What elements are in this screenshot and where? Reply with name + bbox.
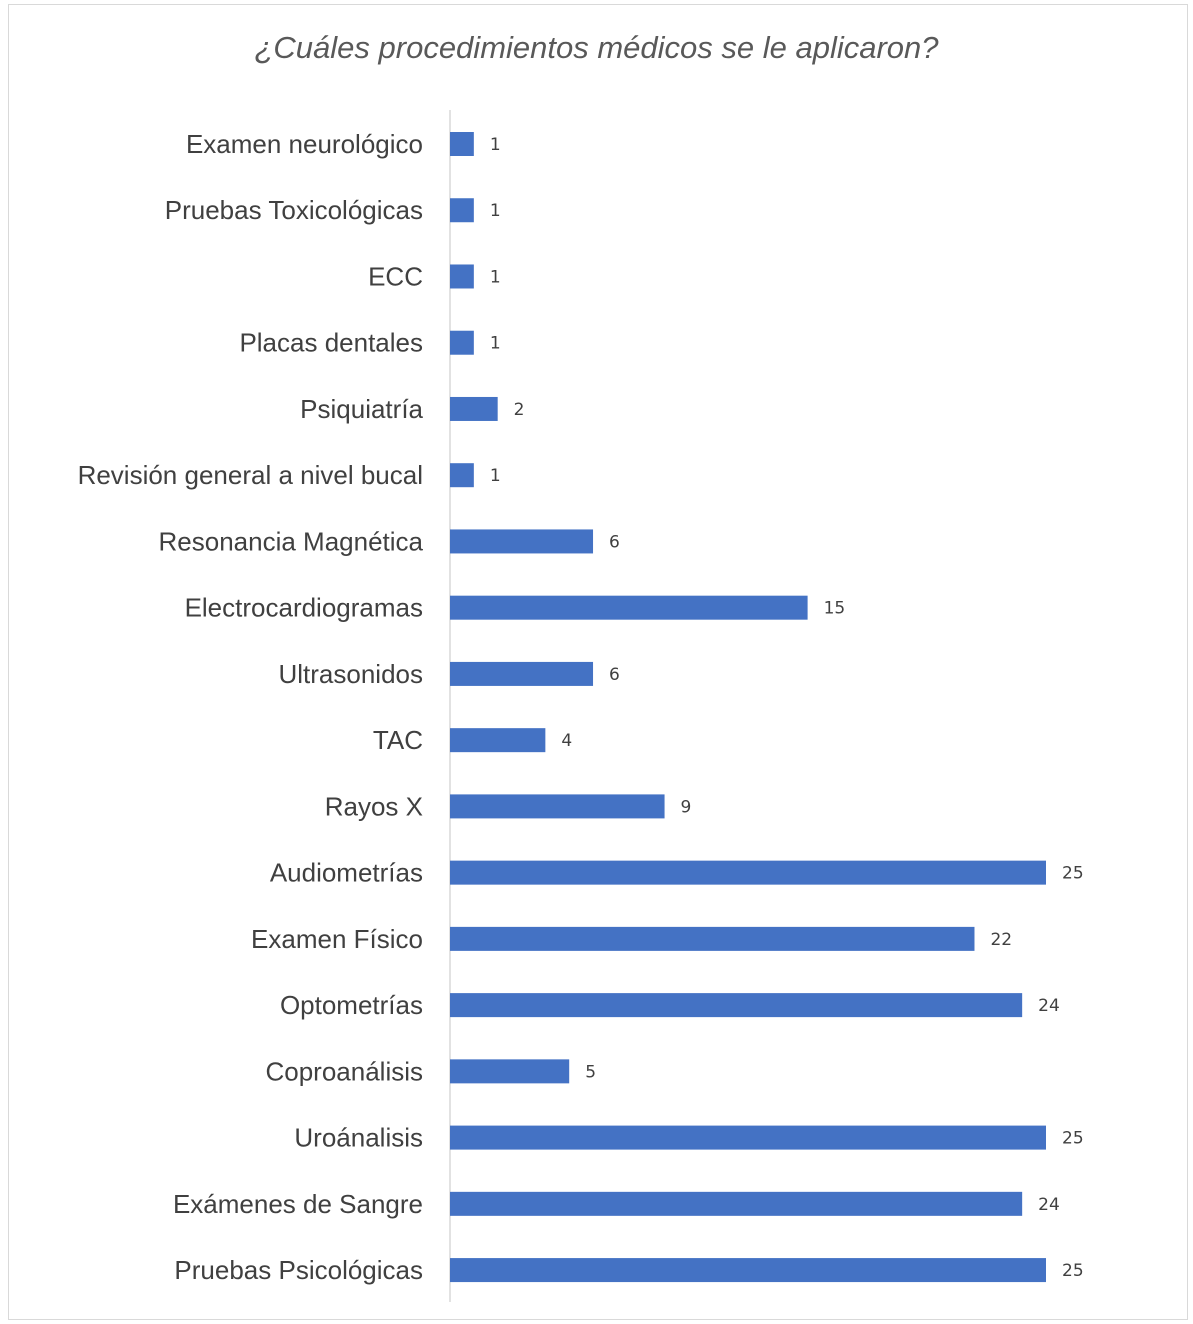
bar-9 bbox=[450, 728, 546, 753]
category-label-8: Ultrasonidos bbox=[278, 659, 423, 689]
data-label-16: 24 bbox=[1038, 1195, 1060, 1215]
chart-title: ¿Cuáles procedimientos médicos se le apl… bbox=[254, 30, 939, 65]
data-label-1: 1 bbox=[490, 201, 501, 221]
category-label-17: Pruebas Psicológicas bbox=[174, 1255, 423, 1285]
data-label-17: 25 bbox=[1062, 1261, 1084, 1281]
chart-frame bbox=[8, 4, 1188, 1320]
bar-0 bbox=[450, 132, 474, 156]
category-label-10: Rayos X bbox=[325, 791, 423, 821]
bar-5 bbox=[450, 463, 474, 488]
category-label-1: Pruebas Toxicológicas bbox=[165, 195, 423, 225]
bar-11 bbox=[450, 860, 1046, 885]
bar-2 bbox=[450, 264, 474, 289]
data-label-12: 22 bbox=[990, 930, 1012, 950]
bar-4 bbox=[450, 396, 498, 421]
data-label-6: 6 bbox=[609, 532, 620, 552]
category-label-15: Uroánalisis bbox=[294, 1123, 423, 1153]
category-label-0: Examen neurológico bbox=[186, 129, 423, 159]
category-label-3: Placas dentales bbox=[239, 328, 423, 358]
bar-7 bbox=[450, 595, 808, 620]
bar-15 bbox=[450, 1125, 1046, 1150]
data-label-8: 6 bbox=[609, 665, 620, 685]
data-label-11: 25 bbox=[1062, 864, 1084, 884]
category-label-11: Audiometrías bbox=[270, 858, 423, 888]
category-label-12: Examen Físico bbox=[251, 924, 423, 954]
bar-8 bbox=[450, 661, 594, 686]
category-label-2: ECC bbox=[368, 261, 423, 291]
category-label-5: Revisión general a nivel bucal bbox=[78, 460, 423, 490]
bar-3 bbox=[450, 330, 474, 355]
data-label-5: 1 bbox=[490, 466, 501, 486]
data-label-4: 2 bbox=[514, 400, 525, 420]
bar-13 bbox=[450, 993, 1023, 1018]
bar-16 bbox=[450, 1191, 1023, 1216]
data-label-10: 9 bbox=[681, 797, 692, 817]
category-label-6: Resonancia Magnética bbox=[159, 526, 424, 556]
category-label-7: Electrocardiogramas bbox=[185, 593, 423, 623]
category-label-13: Optometrías bbox=[280, 990, 423, 1020]
category-label-16: Exámenes de Sangre bbox=[173, 1189, 423, 1219]
category-label-4: Psiquiatría bbox=[300, 394, 423, 424]
data-label-0: 1 bbox=[490, 135, 501, 155]
bar-12 bbox=[450, 926, 975, 951]
data-label-7: 15 bbox=[824, 599, 846, 619]
data-label-9: 4 bbox=[561, 731, 572, 751]
bar-17 bbox=[450, 1258, 1046, 1283]
bar-6 bbox=[450, 529, 594, 554]
data-label-15: 25 bbox=[1062, 1129, 1084, 1149]
data-label-2: 1 bbox=[490, 267, 501, 287]
bar-14 bbox=[450, 1059, 570, 1084]
bar-10 bbox=[450, 794, 665, 819]
data-label-14: 5 bbox=[585, 1062, 596, 1082]
bar-1 bbox=[450, 198, 474, 223]
data-label-3: 1 bbox=[490, 334, 501, 354]
category-label-9: TAC bbox=[373, 725, 423, 755]
category-label-14: Coproanálisis bbox=[265, 1056, 423, 1086]
data-label-13: 24 bbox=[1038, 996, 1060, 1016]
